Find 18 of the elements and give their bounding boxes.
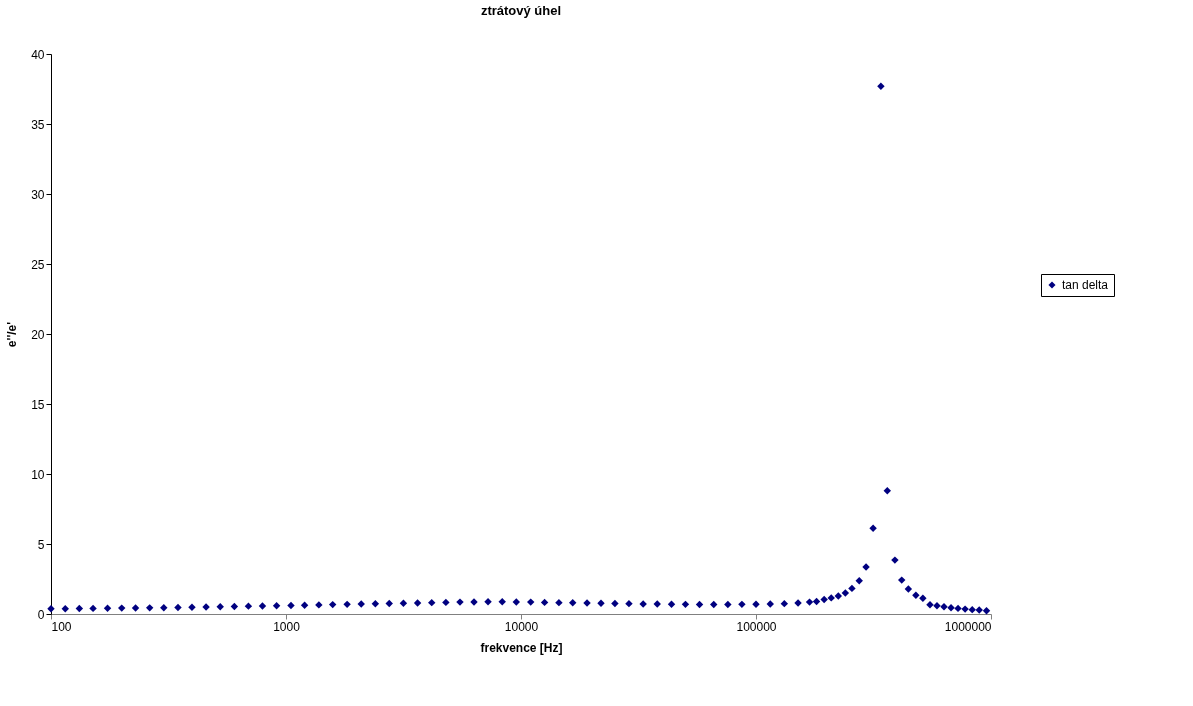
y-tick-label: 10 bbox=[31, 467, 45, 482]
x-tick-label: 100 bbox=[51, 619, 72, 634]
y-tick-label: 40 bbox=[31, 47, 45, 62]
x-tick-label: 10000 bbox=[504, 619, 539, 634]
x-axis-title: frekvence [Hz] bbox=[480, 640, 563, 655]
y-tick-label: 20 bbox=[31, 327, 45, 342]
y-tick-label: 15 bbox=[31, 397, 45, 412]
y-tick-label: 0 bbox=[37, 607, 45, 622]
y-tick-label: 5 bbox=[37, 537, 45, 552]
y-tick-label: 25 bbox=[31, 257, 45, 272]
x-tick-label: 1000 bbox=[273, 619, 301, 634]
y-tick-label: 30 bbox=[31, 187, 45, 202]
y-axis-title: e''/e' bbox=[5, 321, 20, 348]
y-tick-label: 35 bbox=[31, 117, 45, 132]
legend-label: tan delta bbox=[1062, 278, 1109, 292]
chart-title: ztrátový úhel bbox=[480, 3, 562, 18]
x-tick-label: 100000 bbox=[736, 619, 777, 634]
x-tick-label: 1000000 bbox=[944, 619, 992, 634]
